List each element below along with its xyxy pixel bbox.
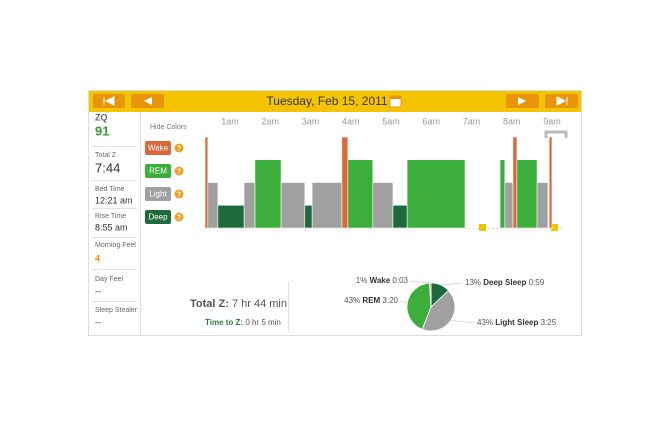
legend-label[interactable]: Wake xyxy=(148,144,169,153)
help-mark: ? xyxy=(177,145,181,152)
nav-prev[interactable] xyxy=(131,94,164,108)
stage-bar xyxy=(392,204,408,229)
x-tick-label: 8am xyxy=(503,116,521,126)
pie-category: REM xyxy=(362,296,380,305)
stage-bar xyxy=(207,182,219,229)
pie-duration: 0:59 xyxy=(529,278,545,287)
stage-bar xyxy=(499,159,506,229)
date: Tuesday, Feb 15, 2011 xyxy=(266,94,388,108)
total-z-value: 7 hr 44 min xyxy=(232,298,287,310)
legend-button xyxy=(145,210,171,224)
help-mark: ? xyxy=(177,191,181,198)
pie-category: Wake xyxy=(370,276,391,285)
pie-leader xyxy=(409,280,431,284)
legend-label[interactable]: REM xyxy=(149,167,167,176)
stat-value: 7:44 xyxy=(95,160,120,175)
end-bracket xyxy=(544,130,568,138)
pie-label: 1% Wake 0:03 xyxy=(356,276,409,285)
stat-label: Rise Time xyxy=(95,213,126,220)
stat-value: 12:21 am xyxy=(95,195,133,205)
stat-value: -- xyxy=(95,286,101,296)
stage-bar xyxy=(217,204,245,229)
help-icon xyxy=(174,143,184,153)
pie-label: 43% Light Sleep 3:25 xyxy=(477,318,557,327)
marker xyxy=(479,224,486,231)
total-z-label: Total Z: xyxy=(190,298,229,310)
pie-duration: 3:25 xyxy=(541,318,557,327)
pie-duration: 3:20 xyxy=(382,296,398,305)
legend-button xyxy=(145,187,171,201)
x-tick-label: 1am xyxy=(221,116,239,126)
stage-bar xyxy=(516,159,538,229)
pie-category: Deep Sleep xyxy=(483,278,526,287)
stage-bar xyxy=(254,159,282,229)
help-icon xyxy=(174,212,184,222)
pie-label: 43% REM 3:20 xyxy=(344,296,398,305)
pie-percent: 43% xyxy=(477,318,493,327)
stat-value: 91 xyxy=(95,123,109,138)
pie-category: Light Sleep xyxy=(495,318,538,327)
stage-bar xyxy=(341,136,349,229)
stage-bar xyxy=(548,136,553,229)
pie-leader xyxy=(450,320,476,324)
x-tick-label: 5am xyxy=(382,116,400,126)
stage-bar xyxy=(372,182,394,229)
time-to-z: Time to Z: 0 hr 5 min xyxy=(205,318,281,327)
pie-label: 13% Deep Sleep 0:59 xyxy=(465,278,545,287)
x-tick-label: 3am xyxy=(302,116,320,126)
stage-bar xyxy=(536,182,549,229)
legend-button xyxy=(145,141,171,155)
legend-label[interactable]: Deep xyxy=(148,213,168,222)
hide-colors[interactable]: Hide Colors xyxy=(150,124,187,131)
stage-bar xyxy=(406,159,466,229)
time-to-z-value: 0 hr 5 min xyxy=(245,318,281,327)
time-to-z-label: Time to Z: xyxy=(205,318,243,327)
help-icon xyxy=(174,166,184,176)
header-bar xyxy=(89,91,581,112)
total-z: Total Z: 7 hr 44 min xyxy=(190,298,287,310)
stage-bar xyxy=(311,182,343,229)
stat-value: -- xyxy=(95,317,101,327)
stat-label: Day Feel xyxy=(95,276,123,283)
legend-label[interactable]: Light xyxy=(149,190,167,199)
x-tick-label: 4am xyxy=(342,116,360,126)
help-mark: ? xyxy=(177,168,181,175)
stage-bar xyxy=(512,136,518,229)
nav-first[interactable] xyxy=(93,94,125,108)
x-tick-label: 2am xyxy=(261,116,279,126)
stage-bar xyxy=(347,159,374,229)
stage-bar xyxy=(504,182,514,229)
pie-leader xyxy=(440,282,464,286)
pie-percent: 13% xyxy=(465,278,481,287)
nav-next[interactable] xyxy=(506,94,539,108)
x-tick-label: 6am xyxy=(422,116,440,126)
pie-leader xyxy=(399,300,408,304)
x-tick-label: 9am xyxy=(543,116,561,126)
calendar-icon[interactable] xyxy=(389,95,402,108)
stage-bar xyxy=(280,182,306,229)
help-mark: ? xyxy=(177,214,181,221)
x-tick-label: 7am xyxy=(463,116,481,126)
stat-value: 4 xyxy=(95,253,100,263)
pie-percent: 1% xyxy=(356,276,368,285)
stat-value: 8:55 am xyxy=(95,222,128,232)
nav-last[interactable] xyxy=(545,94,578,108)
pie-duration: 0:03 xyxy=(392,276,408,285)
legend-button xyxy=(145,164,171,178)
stat-label: Morning Feel xyxy=(95,242,136,249)
stage-bar xyxy=(304,204,313,229)
stat-label: ZQ xyxy=(95,112,108,122)
stat-label: Total Z xyxy=(95,152,117,159)
marker xyxy=(551,224,558,231)
stat-label: Bed Time xyxy=(95,186,125,193)
stat-label: Sleep Stealer xyxy=(95,307,138,314)
pie-percent: 43% xyxy=(344,296,360,305)
stage-bar xyxy=(204,136,209,229)
help-icon xyxy=(174,189,184,199)
stage-bar xyxy=(243,182,256,229)
